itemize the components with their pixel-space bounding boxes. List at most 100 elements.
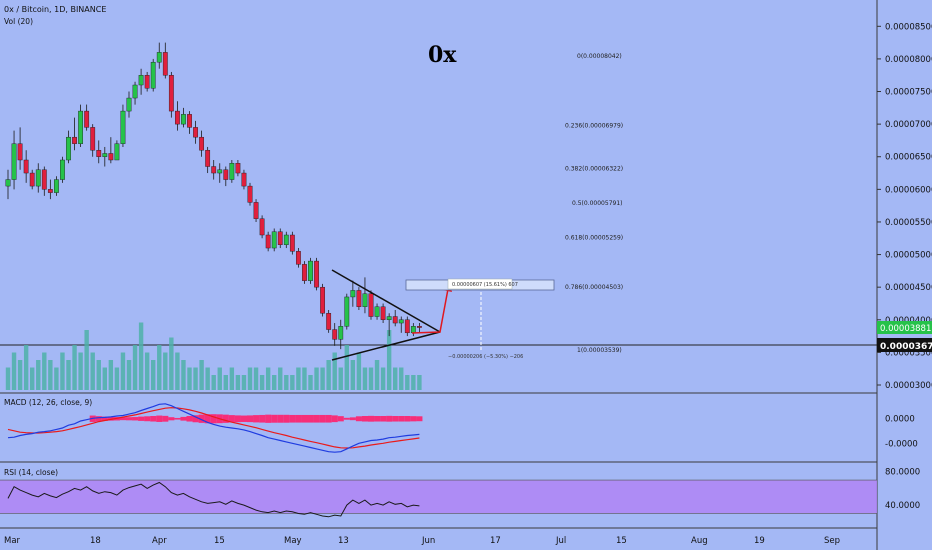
volume-bar: [54, 367, 59, 390]
macd-histogram-bar: [107, 416, 114, 421]
candle-body: [84, 110, 90, 128]
candle-body: [126, 97, 132, 112]
price-axis-label: 0.00006000: [885, 185, 932, 195]
time-axis-label: 13: [338, 536, 349, 546]
candle-body: [417, 326, 422, 328]
candle-body: [320, 286, 325, 314]
triangle-lower-line: [331, 331, 441, 361]
macd-histogram-bar: [361, 416, 368, 422]
macd-histogram-bar: [398, 416, 405, 422]
volume-bar: [96, 360, 101, 390]
macd-histogram-bar: [228, 415, 235, 423]
volume-bar: [308, 375, 313, 390]
fib-level-label: 0.618(0.00005259): [565, 235, 623, 242]
candle-body: [181, 114, 186, 125]
rsi-band: [0, 480, 877, 514]
time-axis-label: Apr: [152, 536, 167, 546]
candle-body: [72, 136, 77, 144]
macd-histogram-bar: [374, 416, 381, 422]
time-axis-label: Jun: [421, 536, 435, 546]
macd-histogram-bar: [222, 414, 229, 423]
macd-histogram-bar: [295, 414, 302, 423]
candle-body: [386, 316, 392, 320]
volume-bar: [120, 352, 126, 390]
volume-bar: [163, 352, 168, 390]
candle-body: [5, 179, 11, 187]
fib-level-label: 0.382(0.00006322): [565, 165, 623, 172]
volume-bar: [90, 352, 95, 390]
candle-body: [11, 143, 17, 180]
volume-bar: [278, 367, 283, 390]
rsi-axis-label: 40.0000: [885, 501, 920, 511]
macd-histogram-bar: [186, 416, 193, 422]
fib-level-label: 0.786(0.00004503): [565, 284, 623, 291]
breakout-arrow-path: [411, 288, 449, 334]
price-axis: 0.00008500 0.00008000 0.00007500 0.00007000…: [877, 22, 932, 511]
price-axis-label: 0.00005500: [885, 218, 932, 228]
macd-histogram-bar: [355, 416, 362, 422]
macd-histogram-bar: [198, 414, 205, 423]
candle-body: [199, 136, 204, 151]
macd-histogram-bar: [331, 415, 338, 423]
macd-histogram-bar: [283, 414, 290, 423]
candle-body: [332, 329, 338, 340]
macd-label: MACD (12, 26, close, 9): [4, 398, 92, 407]
price-axis-label: 0.00004500: [885, 283, 932, 293]
candle-body: [108, 153, 114, 161]
volume-bar: [72, 345, 77, 390]
candle-body: [380, 306, 386, 320]
macd-histogram-bar: [240, 415, 247, 422]
volume-bar: [326, 360, 331, 390]
rsi-line: [7, 481, 420, 518]
time-axis-label: Aug: [691, 536, 708, 546]
chart-title: 0x / Bitcoin, 1D, BINANCE: [4, 5, 106, 14]
candle-body: [398, 319, 404, 324]
volume-bar: [241, 375, 247, 390]
volume-bars: [5, 322, 422, 390]
candle-body: [247, 185, 253, 203]
macd-histogram-bar: [349, 417, 356, 421]
fib-level-label: 1(0.00003539): [577, 347, 622, 354]
volume-bar: [374, 360, 380, 390]
volume-bar: [187, 367, 192, 390]
volume-bar: [405, 375, 410, 390]
volume-bar: [211, 375, 216, 390]
macd-signal-line: [7, 407, 420, 449]
price-axis-label: 0.00003500: [885, 348, 932, 358]
candle-body: [54, 179, 59, 193]
target-label-box: [447, 278, 513, 290]
candle-body: [253, 202, 259, 219]
candle-body: [144, 75, 150, 89]
macd-histogram-bar: [410, 416, 417, 422]
volume-bar: [84, 330, 89, 390]
volume-bar: [114, 367, 120, 390]
candle-body: [96, 150, 102, 157]
last-price-label: 0.00003673: [880, 342, 932, 352]
volume-bar: [5, 367, 11, 390]
macd-histogram-bar: [138, 416, 145, 421]
macd-histogram-bar: [119, 417, 126, 421]
volume-bar: [302, 367, 307, 390]
volume-bar: [356, 352, 362, 390]
candle-body: [187, 114, 192, 128]
volume-bar: [229, 367, 235, 390]
candle-body: [60, 159, 65, 180]
volume-bar: [272, 375, 277, 390]
volume-bar: [320, 367, 325, 390]
candle-body: [350, 290, 356, 298]
fib-level-label: 0.5(0.00005791): [572, 200, 623, 207]
volume-bar: [60, 352, 65, 390]
volume-bar: [138, 322, 144, 390]
macd-pane: [7, 403, 423, 453]
time-axis-label: 18: [90, 536, 101, 546]
macd-histogram-bar: [416, 416, 423, 422]
candle-body: [356, 290, 362, 307]
price-axis-label: 0.00008500: [885, 22, 932, 32]
candle-body: [296, 251, 301, 265]
volume-bar: [247, 367, 253, 390]
volume-bar: [42, 352, 47, 390]
macd-histogram-bar: [144, 416, 151, 422]
candle-body: [174, 110, 180, 125]
candle-body: [271, 231, 277, 249]
